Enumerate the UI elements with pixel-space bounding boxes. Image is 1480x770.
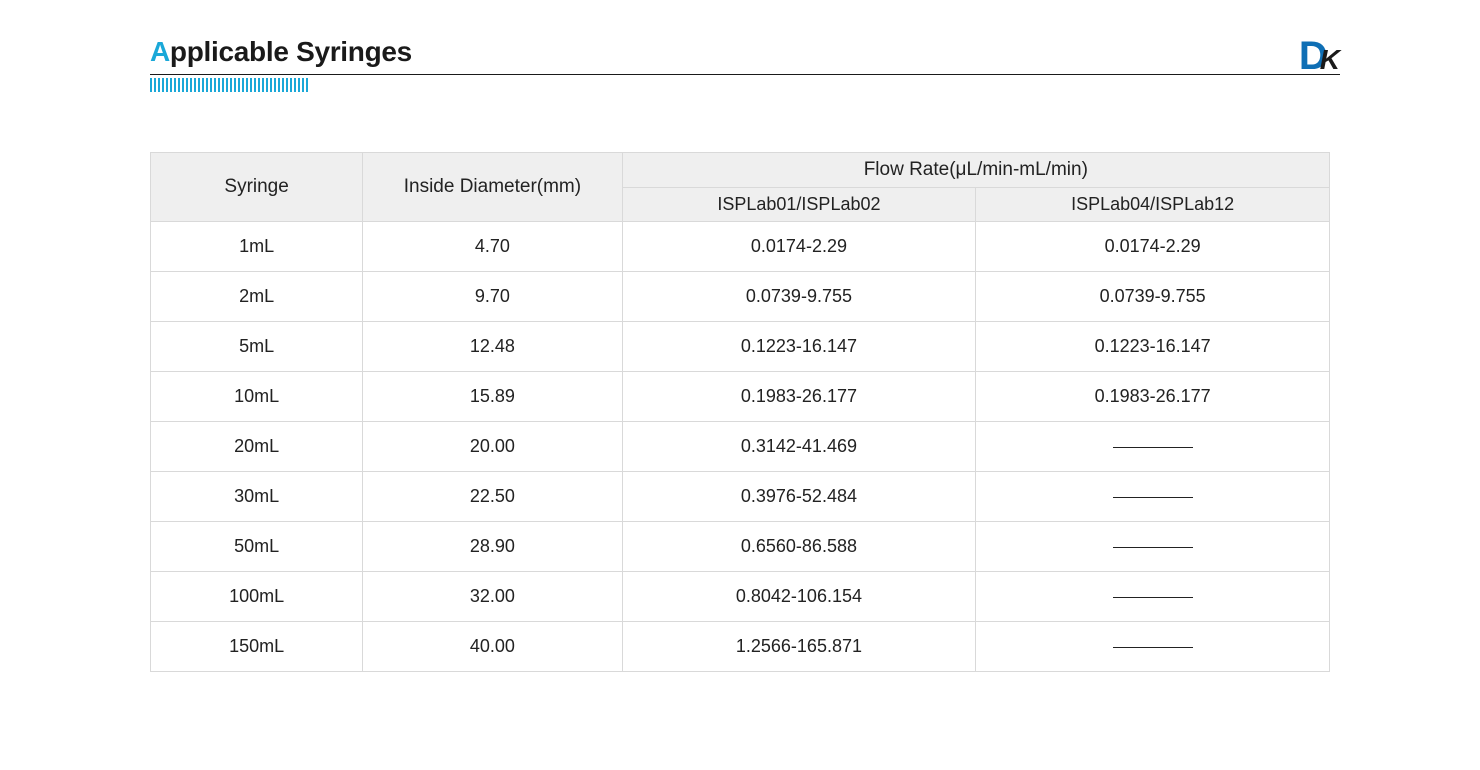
cell-syringe: 1mL (151, 222, 363, 272)
cell-syringe: 100mL (151, 572, 363, 622)
table-row: 5mL12.480.1223-16.1470.1223-16.147 (151, 322, 1330, 372)
table-body: 1mL4.700.0174-2.290.0174-2.292mL9.700.07… (151, 222, 1330, 672)
table-container: Syringe Inside Diameter(mm) Flow Rate(μL… (0, 92, 1480, 672)
empty-dash-icon (1113, 497, 1193, 499)
page-title: Applicable Syringes (150, 36, 412, 68)
cell-flow-a: 0.3142-41.469 (622, 422, 976, 472)
cell-flow-a: 0.8042-106.154 (622, 572, 976, 622)
cell-flow-a: 0.6560-86.588 (622, 522, 976, 572)
title-block: Applicable Syringes (150, 36, 412, 92)
cell-diameter: 20.00 (363, 422, 622, 472)
empty-dash-icon (1113, 447, 1193, 449)
col-header-diameter: Inside Diameter(mm) (363, 153, 622, 222)
cell-syringe: 150mL (151, 622, 363, 672)
empty-dash-icon (1113, 647, 1193, 649)
cell-flow-b (976, 472, 1330, 522)
cell-syringe: 2mL (151, 272, 363, 322)
col-header-flow-b: ISPLab04/ISPLab12 (976, 188, 1330, 222)
title-first-letter: A (150, 36, 170, 67)
table-row: 10mL15.890.1983-26.1770.1983-26.177 (151, 372, 1330, 422)
table-row: 1mL4.700.0174-2.290.0174-2.29 (151, 222, 1330, 272)
empty-dash-icon (1113, 547, 1193, 549)
cell-diameter: 15.89 (363, 372, 622, 422)
cell-flow-a: 1.2566-165.871 (622, 622, 976, 672)
cell-flow-b (976, 622, 1330, 672)
table-row: 50mL28.900.6560-86.588 (151, 522, 1330, 572)
syringe-table: Syringe Inside Diameter(mm) Flow Rate(μL… (150, 152, 1330, 672)
table-row: 2mL9.700.0739-9.7550.0739-9.755 (151, 272, 1330, 322)
cell-diameter: 4.70 (363, 222, 622, 272)
table-row: 100mL32.000.8042-106.154 (151, 572, 1330, 622)
table-header-row-1: Syringe Inside Diameter(mm) Flow Rate(μL… (151, 153, 1330, 188)
cell-diameter: 32.00 (363, 572, 622, 622)
title-underline (150, 74, 1340, 75)
cell-syringe: 50mL (151, 522, 363, 572)
table-header: Syringe Inside Diameter(mm) Flow Rate(μL… (151, 153, 1330, 222)
cell-flow-b: 0.1983-26.177 (976, 372, 1330, 422)
cell-diameter: 9.70 (363, 272, 622, 322)
cell-syringe: 30mL (151, 472, 363, 522)
cell-diameter: 40.00 (363, 622, 622, 672)
tick-strip-decoration (150, 78, 412, 92)
cell-flow-b: 0.0174-2.29 (976, 222, 1330, 272)
cell-diameter: 28.90 (363, 522, 622, 572)
header: Applicable Syringes D K (0, 0, 1480, 92)
col-header-syringe: Syringe (151, 153, 363, 222)
cell-flow-b (976, 572, 1330, 622)
table-row: 20mL20.000.3142-41.469 (151, 422, 1330, 472)
cell-flow-a: 0.1983-26.177 (622, 372, 976, 422)
cell-flow-a: 0.1223-16.147 (622, 322, 976, 372)
cell-flow-b (976, 522, 1330, 572)
cell-diameter: 22.50 (363, 472, 622, 522)
table-row: 30mL22.500.3976-52.484 (151, 472, 1330, 522)
brand-logo: D K (1299, 36, 1340, 76)
cell-syringe: 5mL (151, 322, 363, 372)
cell-flow-b (976, 422, 1330, 472)
table-row: 150mL40.001.2566-165.871 (151, 622, 1330, 672)
cell-syringe: 20mL (151, 422, 363, 472)
cell-syringe: 10mL (151, 372, 363, 422)
cell-diameter: 12.48 (363, 322, 622, 372)
cell-flow-b: 0.0739-9.755 (976, 272, 1330, 322)
empty-dash-icon (1113, 597, 1193, 599)
cell-flow-b: 0.1223-16.147 (976, 322, 1330, 372)
cell-flow-a: 0.0739-9.755 (622, 272, 976, 322)
logo-letter-k: K (1320, 46, 1340, 74)
cell-flow-a: 0.3976-52.484 (622, 472, 976, 522)
cell-flow-a: 0.0174-2.29 (622, 222, 976, 272)
col-header-flow-rate: Flow Rate(μL/min-mL/min) (622, 153, 1329, 188)
title-rest: pplicable Syringes (170, 36, 412, 67)
col-header-flow-a: ISPLab01/ISPLab02 (622, 188, 976, 222)
